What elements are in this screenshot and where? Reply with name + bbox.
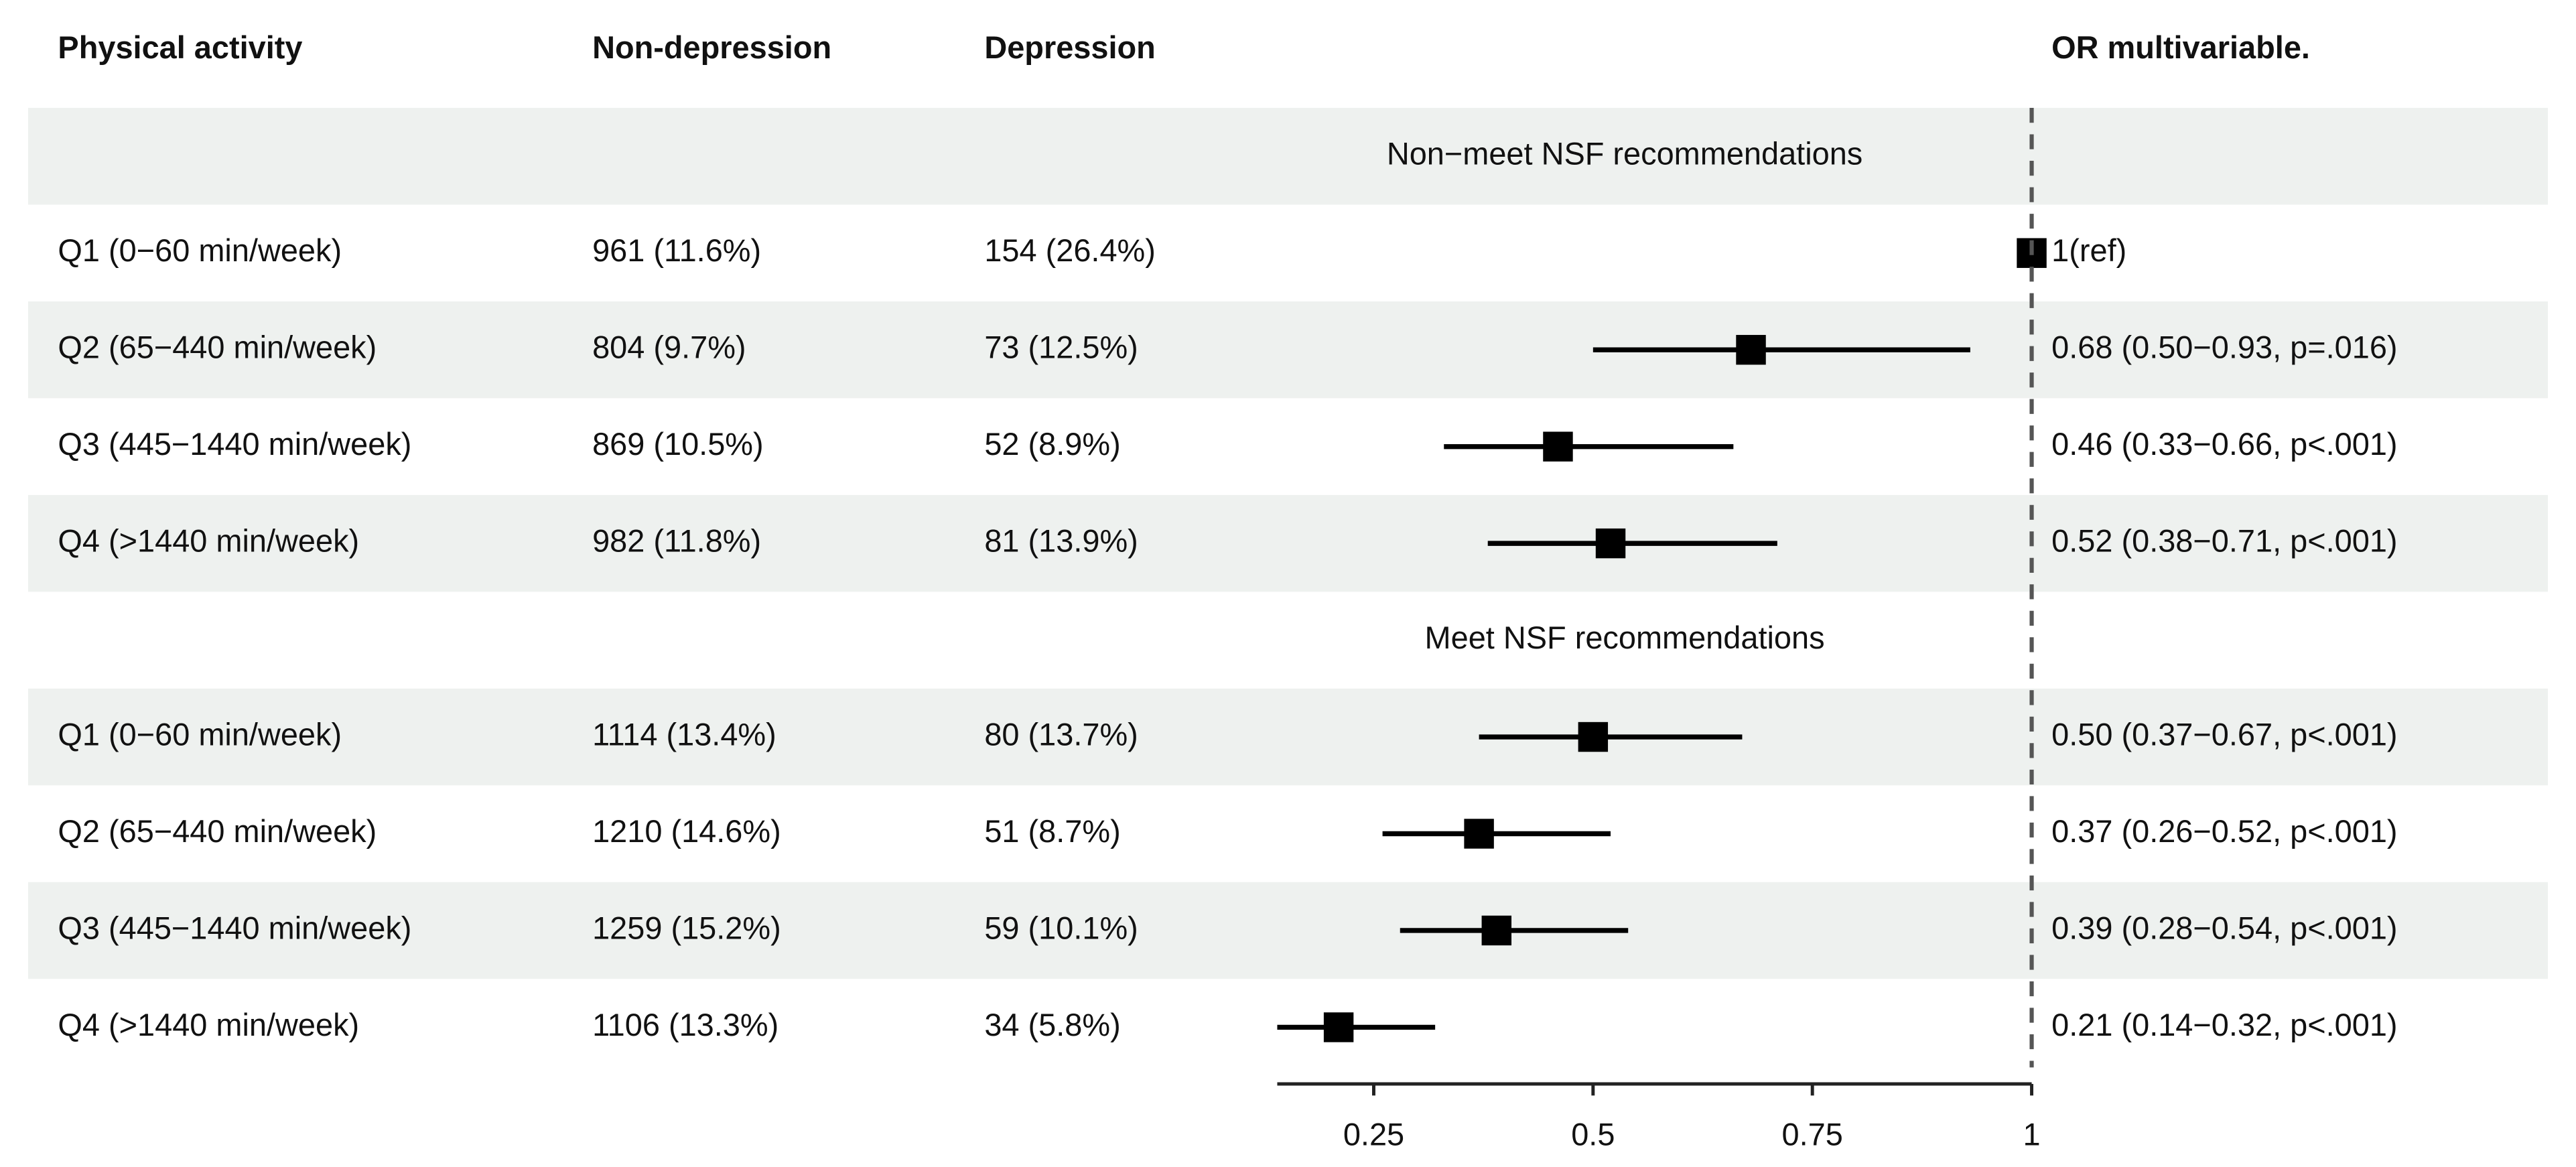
or-label: 1(ref) <box>2051 233 2126 268</box>
group-label: Non−meet NSF recommendations <box>1387 137 1862 171</box>
or-label: 0.21 (0.14−0.32, p<.001) <box>2051 1008 2397 1042</box>
column-header: OR multivariable. <box>2051 30 2310 65</box>
row-band <box>27 108 2549 205</box>
or-point <box>1595 528 1626 559</box>
row-label: Q3 (445−1440 min/week) <box>58 910 411 945</box>
or-point <box>1543 431 1573 462</box>
depression: 73 (12.5%) <box>984 330 1138 365</box>
depression: 80 (13.7%) <box>984 717 1138 752</box>
row-band <box>27 882 2549 979</box>
bands <box>27 108 2549 979</box>
or-label: 0.37 (0.26−0.52, p<.001) <box>2051 814 2397 849</box>
non-depression: 1114 (13.4%) <box>592 717 776 752</box>
or-point <box>1481 915 1512 946</box>
or-point <box>1464 819 1494 849</box>
row-band <box>27 494 2549 592</box>
row-label: Q2 (65−440 min/week) <box>58 330 377 365</box>
row-label: Q4 (>1440 min/week) <box>58 524 359 559</box>
column-header: Physical activity <box>58 30 302 65</box>
row-label: Q4 (>1440 min/week) <box>58 1008 359 1042</box>
non-depression: 961 (11.6%) <box>592 233 761 268</box>
x-tick-label: 0.25 <box>1343 1117 1404 1152</box>
or-point <box>1736 334 1766 365</box>
non-depression: 869 (10.5%) <box>592 427 764 462</box>
or-point <box>1323 1012 1354 1042</box>
non-depression: 1210 (14.6%) <box>592 814 781 849</box>
column-header: Depression <box>984 30 1155 65</box>
row-label: Q3 (445−1440 min/week) <box>58 427 411 462</box>
non-depression: 982 (11.8%) <box>592 524 761 559</box>
or-label: 0.68 (0.50−0.93, p=.016) <box>2051 330 2397 365</box>
x-tick-label: 0.75 <box>1782 1117 1843 1152</box>
or-label: 0.39 (0.28−0.54, p<.001) <box>2051 910 2397 945</box>
row-label: Q1 (0−60 min/week) <box>58 233 342 268</box>
or-label: 0.52 (0.38−0.71, p<.001) <box>2051 524 2397 559</box>
or-point <box>1578 722 1609 752</box>
or-label: 0.46 (0.33−0.66, p<.001) <box>2051 427 2397 462</box>
depression: 34 (5.8%) <box>984 1008 1120 1042</box>
row-band <box>27 301 2549 399</box>
or-label: 0.50 (0.37−0.67, p<.001) <box>2051 717 2397 752</box>
row-label: Q2 (65−440 min/week) <box>58 814 377 849</box>
group-label: Meet NSF recommendations <box>1425 620 1825 655</box>
column-header: Non-depression <box>592 30 831 65</box>
non-depression: 1106 (13.3%) <box>592 1008 778 1042</box>
non-depression: 1259 (15.2%) <box>592 910 781 945</box>
depression: 52 (8.9%) <box>984 427 1120 462</box>
non-depression: 804 (9.7%) <box>592 330 746 365</box>
x-tick-label: 1 <box>2023 1117 2040 1152</box>
depression: 59 (10.1%) <box>984 910 1138 945</box>
row-label: Q1 (0−60 min/week) <box>58 717 342 752</box>
row-band <box>27 688 2549 786</box>
depression: 154 (26.4%) <box>984 233 1156 268</box>
depression: 51 (8.7%) <box>984 814 1120 849</box>
depression: 81 (13.9%) <box>984 524 1138 559</box>
x-tick-label: 0.5 <box>1571 1117 1615 1152</box>
